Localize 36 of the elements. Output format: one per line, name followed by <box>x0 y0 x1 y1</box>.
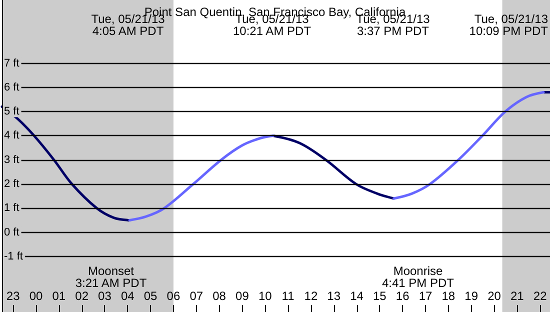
y-tick-label: 1 ft <box>4 202 20 214</box>
x-tick-label: 18 <box>442 289 456 303</box>
annotation: Moonrise 4:41 PM PDT <box>382 264 455 290</box>
y-tick-label: 6 ft <box>4 81 20 94</box>
x-tick-label: 10 <box>258 289 272 303</box>
y-tick-label: -1 ft <box>4 250 23 262</box>
y-tick-label: 4 ft <box>4 130 20 142</box>
x-tick-label: 03 <box>98 289 112 303</box>
y-tick-label: 3 ft <box>4 154 20 166</box>
annotation: Tue, 05/21/13 10:09 PM PDT <box>469 12 549 38</box>
y-tick-label: 0 ft <box>4 226 20 238</box>
x-tick-label: 08 <box>212 289 226 303</box>
x-tick-label: 16 <box>396 289 410 303</box>
x-tick-label: 09 <box>236 289 250 303</box>
x-tick-label: 05 <box>144 289 158 303</box>
x-tick-label: 04 <box>120 289 135 303</box>
x-tick-label: 21 <box>510 289 524 303</box>
x-tick-label: 17 <box>418 289 432 303</box>
y-tick-label: 5 ft <box>4 106 20 118</box>
x-tick-label: 13 <box>327 289 341 303</box>
y-tick-label: 7 ft <box>4 57 20 70</box>
x-tick-label: 14 <box>350 289 364 303</box>
x-tick-label: 20 <box>488 289 502 303</box>
x-tick-label: 11 <box>282 289 295 303</box>
annotation: Moonset 3:21 AM PDT <box>75 264 148 290</box>
x-tick-label: 00 <box>29 289 43 303</box>
x-tick-label: 23 <box>6 289 20 303</box>
x-tick-label: 02 <box>75 289 89 303</box>
x-tick-label: 01 <box>52 289 66 303</box>
x-tick-label: 12 <box>304 289 318 303</box>
x-tick-label: 06 <box>166 289 180 303</box>
y-tick-label: 2 ft <box>4 178 20 190</box>
x-tick-label: 07 <box>190 289 204 303</box>
x-tick-label: 22 <box>533 289 548 303</box>
x-tick-label: 15 <box>373 289 387 303</box>
x-tick-label: 19 <box>464 289 478 303</box>
